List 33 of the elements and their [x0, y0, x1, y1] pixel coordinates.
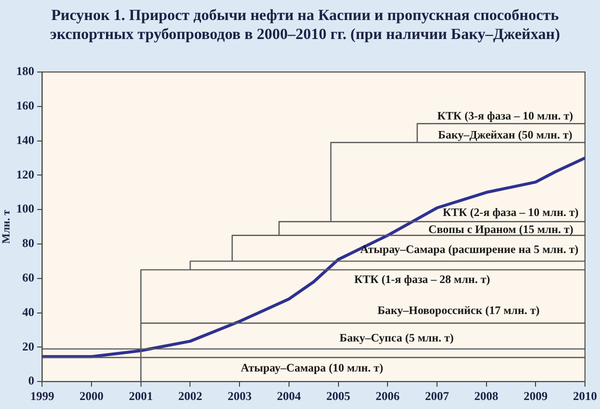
- y-tick-label: 0: [28, 374, 34, 388]
- x-tick-label: 2004: [276, 388, 301, 403]
- x-tick-label: 2000: [80, 388, 104, 403]
- y-tick-label: 60: [22, 270, 34, 284]
- y-tick-label: 180: [16, 64, 34, 78]
- x-tick-label: 2003: [228, 388, 252, 403]
- x-tick-label: 2009: [524, 388, 548, 403]
- y-tick-label: 20: [22, 339, 34, 354]
- x-tick-label: 2008: [474, 388, 498, 403]
- chart-title: Рисунок 1. Прирост добычи нефти на Каспии и пропускная способность экспортных трубопроводов в 2000–2010 гг. (при наличии Баку–Джейхан): [49, 6, 561, 44]
- annotation: Атырау–Самара (расширение на 5 млн. т): [360, 244, 579, 256]
- annotation: Атырау–Самара (10 млн. т): [240, 362, 384, 375]
- annotation: Баку–Супса (5 млн. т): [340, 332, 454, 345]
- y-tick-label: 80: [22, 236, 34, 250]
- x-tick-label: 2001: [128, 388, 153, 403]
- y-axis-title: Млн. т: [0, 209, 12, 244]
- annotation: КТК (2-я фаза – 10 млн. т): [442, 207, 579, 220]
- annotation: Баку–Новороссийск (17 млн. т): [377, 304, 540, 317]
- x-tick-label: 2010: [573, 388, 597, 403]
- annotation: КТК (1-я фаза – 28 млн. т): [354, 274, 490, 286]
- x-tick-label: 2002: [178, 388, 202, 403]
- y-tick-label: 140: [16, 132, 34, 147]
- x-tick-label: 2007: [424, 388, 449, 403]
- x-tick-label: 2005: [326, 388, 350, 403]
- annotation: Баку–Джейхан (50 млн. т): [438, 130, 573, 142]
- y-tick-label: 100: [16, 202, 34, 216]
- annotation: КТК (3-я фаза – 10 млн. т): [437, 110, 574, 123]
- y-tick-label: 40: [22, 304, 34, 319]
- x-tick-label: 1999: [30, 388, 54, 403]
- x-tick-label: 2006: [376, 388, 400, 403]
- y-tick-label: 120: [16, 167, 34, 182]
- annotation: Свопы с Ираном (15 млн. т): [428, 224, 574, 236]
- y-tick-label: 160: [16, 98, 34, 112]
